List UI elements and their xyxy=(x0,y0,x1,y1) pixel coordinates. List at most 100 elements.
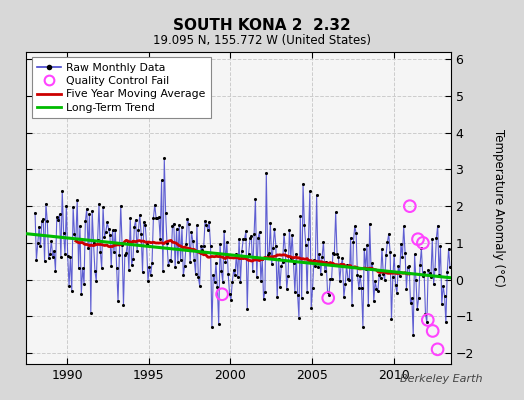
Point xyxy=(409,332,418,338)
Point xyxy=(359,323,367,330)
Point xyxy=(197,243,205,250)
Point xyxy=(280,230,288,237)
Point xyxy=(103,219,111,226)
Point xyxy=(332,209,340,216)
Point xyxy=(351,223,359,230)
Point xyxy=(90,240,98,246)
Point xyxy=(379,271,387,277)
Point xyxy=(360,246,368,252)
Point xyxy=(314,263,322,270)
Point xyxy=(402,286,411,292)
Point xyxy=(289,260,298,266)
Point xyxy=(282,286,291,292)
Point xyxy=(277,263,286,269)
Point xyxy=(84,245,92,252)
Point xyxy=(423,317,432,323)
Point xyxy=(391,282,400,288)
Point xyxy=(42,200,50,207)
Point xyxy=(92,278,101,284)
Point xyxy=(191,270,200,277)
Point xyxy=(220,228,228,234)
Point xyxy=(382,252,390,258)
Point xyxy=(183,216,192,222)
Point xyxy=(200,243,208,250)
Point xyxy=(436,243,445,249)
Point xyxy=(123,239,132,245)
Point xyxy=(403,264,412,270)
Point xyxy=(219,279,227,285)
Point xyxy=(318,254,326,260)
Point xyxy=(438,301,446,308)
Point xyxy=(311,263,320,269)
Point xyxy=(346,234,355,241)
Point xyxy=(201,218,209,224)
Point xyxy=(419,273,427,279)
Point xyxy=(255,228,264,235)
Point xyxy=(49,254,57,260)
Point xyxy=(74,264,83,271)
Point xyxy=(125,267,133,274)
Point xyxy=(371,278,379,284)
Point xyxy=(291,289,299,296)
Point xyxy=(275,255,283,262)
Point xyxy=(435,272,443,279)
Point xyxy=(385,231,393,237)
Point xyxy=(85,210,94,217)
Point xyxy=(237,248,246,255)
Point xyxy=(156,236,165,242)
Point xyxy=(412,277,420,283)
Point xyxy=(284,272,292,279)
Point xyxy=(115,252,124,258)
Point xyxy=(211,278,219,285)
Point xyxy=(121,251,129,258)
Point xyxy=(300,222,309,228)
Point xyxy=(316,270,325,277)
Point xyxy=(143,241,151,248)
Point xyxy=(205,218,213,225)
Point xyxy=(77,291,85,297)
Point xyxy=(296,213,304,219)
Point xyxy=(271,243,280,249)
Point xyxy=(178,224,186,230)
Point xyxy=(353,272,362,278)
Point xyxy=(159,268,167,274)
Point xyxy=(50,248,58,254)
Point xyxy=(307,304,315,311)
Point xyxy=(167,258,175,264)
Point xyxy=(76,223,84,230)
Point xyxy=(357,285,366,291)
Point xyxy=(322,258,330,265)
Point xyxy=(73,197,81,203)
Point xyxy=(428,236,436,242)
Point xyxy=(269,244,277,251)
Point xyxy=(257,278,265,284)
Point xyxy=(206,242,215,249)
Point xyxy=(172,226,181,232)
Point xyxy=(227,296,235,303)
Point xyxy=(373,286,381,292)
Point xyxy=(223,239,231,246)
Point xyxy=(303,289,311,295)
Point xyxy=(397,241,405,247)
Point xyxy=(96,248,104,255)
Point xyxy=(427,274,435,280)
Point xyxy=(254,235,263,241)
Point xyxy=(430,280,438,287)
Point xyxy=(102,229,110,235)
Point xyxy=(425,270,434,276)
Point xyxy=(164,262,172,268)
Point xyxy=(374,288,382,294)
Point xyxy=(170,220,178,227)
Point xyxy=(95,201,103,207)
Point xyxy=(35,224,43,230)
Point xyxy=(344,276,352,282)
Point xyxy=(136,212,144,218)
Point xyxy=(406,300,414,306)
Point xyxy=(394,263,402,269)
Point xyxy=(292,250,300,257)
Point xyxy=(341,281,350,288)
Point xyxy=(246,235,254,242)
Point xyxy=(224,271,233,278)
Point xyxy=(51,268,60,274)
Point xyxy=(389,274,397,280)
